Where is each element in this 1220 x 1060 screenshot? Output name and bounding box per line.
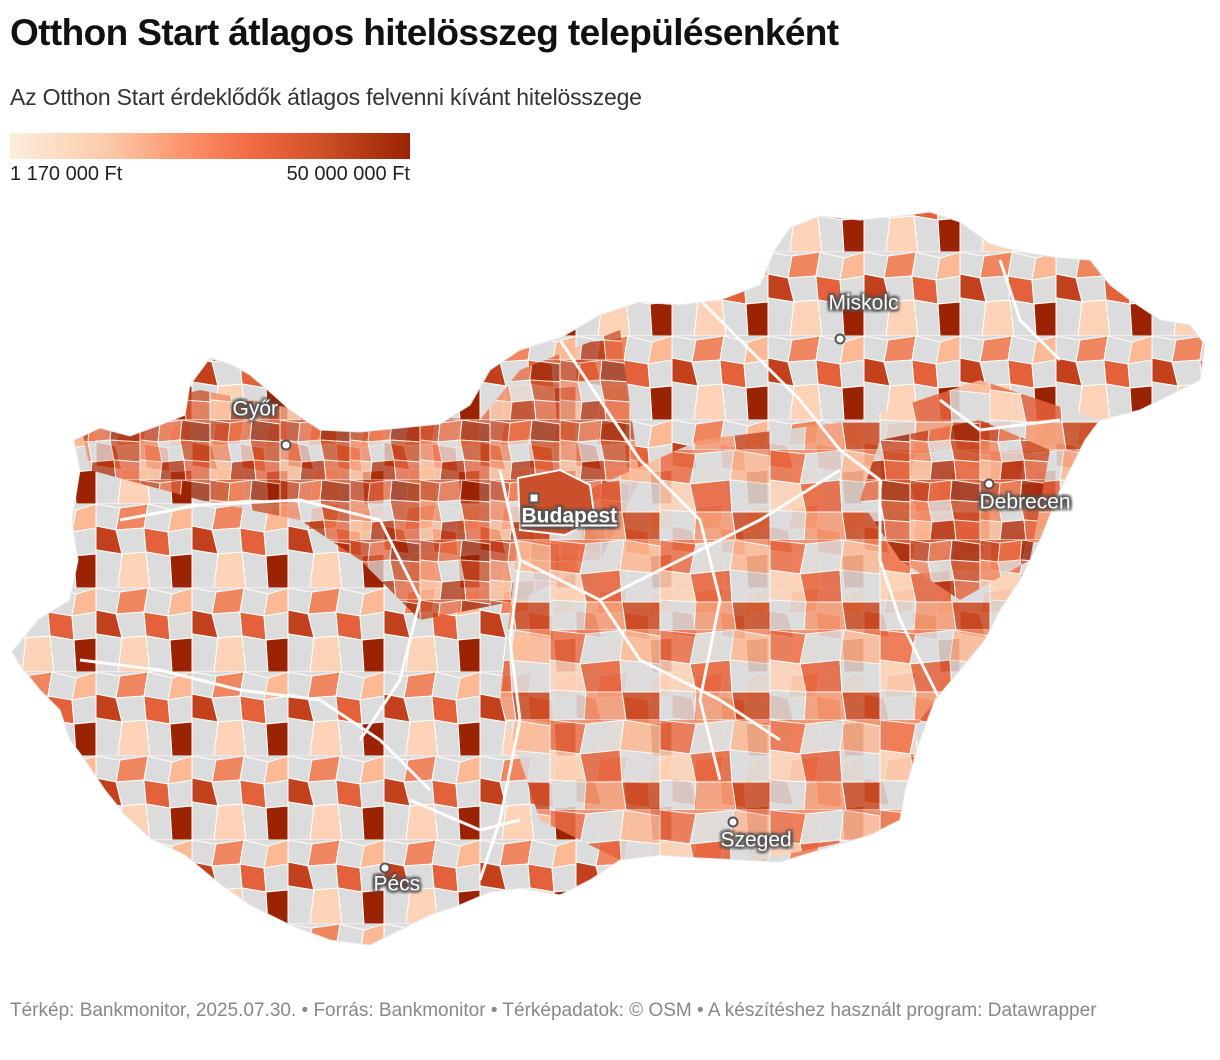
color-legend: 1 170 000 Ft 50 000 000 Ft [10,133,410,186]
city-marker-debrecen[interactable]: Debrecen [980,478,1071,514]
city-dot-icon [983,478,995,490]
city-marker-pecs[interactable]: Pécs [374,862,420,896]
city-marker-szeged[interactable]: Szeged [721,816,792,852]
hungary-map[interactable]: Győr Budapest Miskolc Debrecen Szeged Pé… [0,200,1220,980]
city-label-szeged: Szeged [720,828,792,852]
city-label-miskolc: Miskolc [828,291,899,315]
city-marker-miskolc[interactable]: Miskolc [829,292,899,345]
legend-gradient-bar [10,133,410,159]
legend-min-label: 1 170 000 Ft [10,163,123,185]
settlements-layer [12,212,1205,945]
city-marker-budapest[interactable]: Budapest [522,492,617,528]
county-borders [79,259,1062,881]
city-label-pecs: Pécs [373,872,421,896]
capital-square-icon [528,492,540,504]
map-svg [11,211,1206,946]
city-label-gyor: Győr [232,397,279,421]
city-label-budapest: Budapest [521,504,618,528]
city-dot-icon [727,816,739,828]
city-dot-icon [834,333,846,345]
city-dot-icon [379,862,391,874]
chart-title: Otthon Start átlagos hitelösszeg települ… [10,12,839,53]
source-footer: Térkép: Bankmonitor, 2025.07.30. • Forrá… [10,1000,1097,1021]
chart-subtitle: Az Otthon Start érdeklődők átlagos felve… [10,84,642,110]
city-label-debrecen: Debrecen [979,490,1071,514]
city-dot-icon [280,439,292,451]
country-outline [11,211,1206,946]
city-marker-gyor[interactable]: Győr [233,398,292,451]
legend-max-label: 50 000 000 Ft [286,163,410,185]
